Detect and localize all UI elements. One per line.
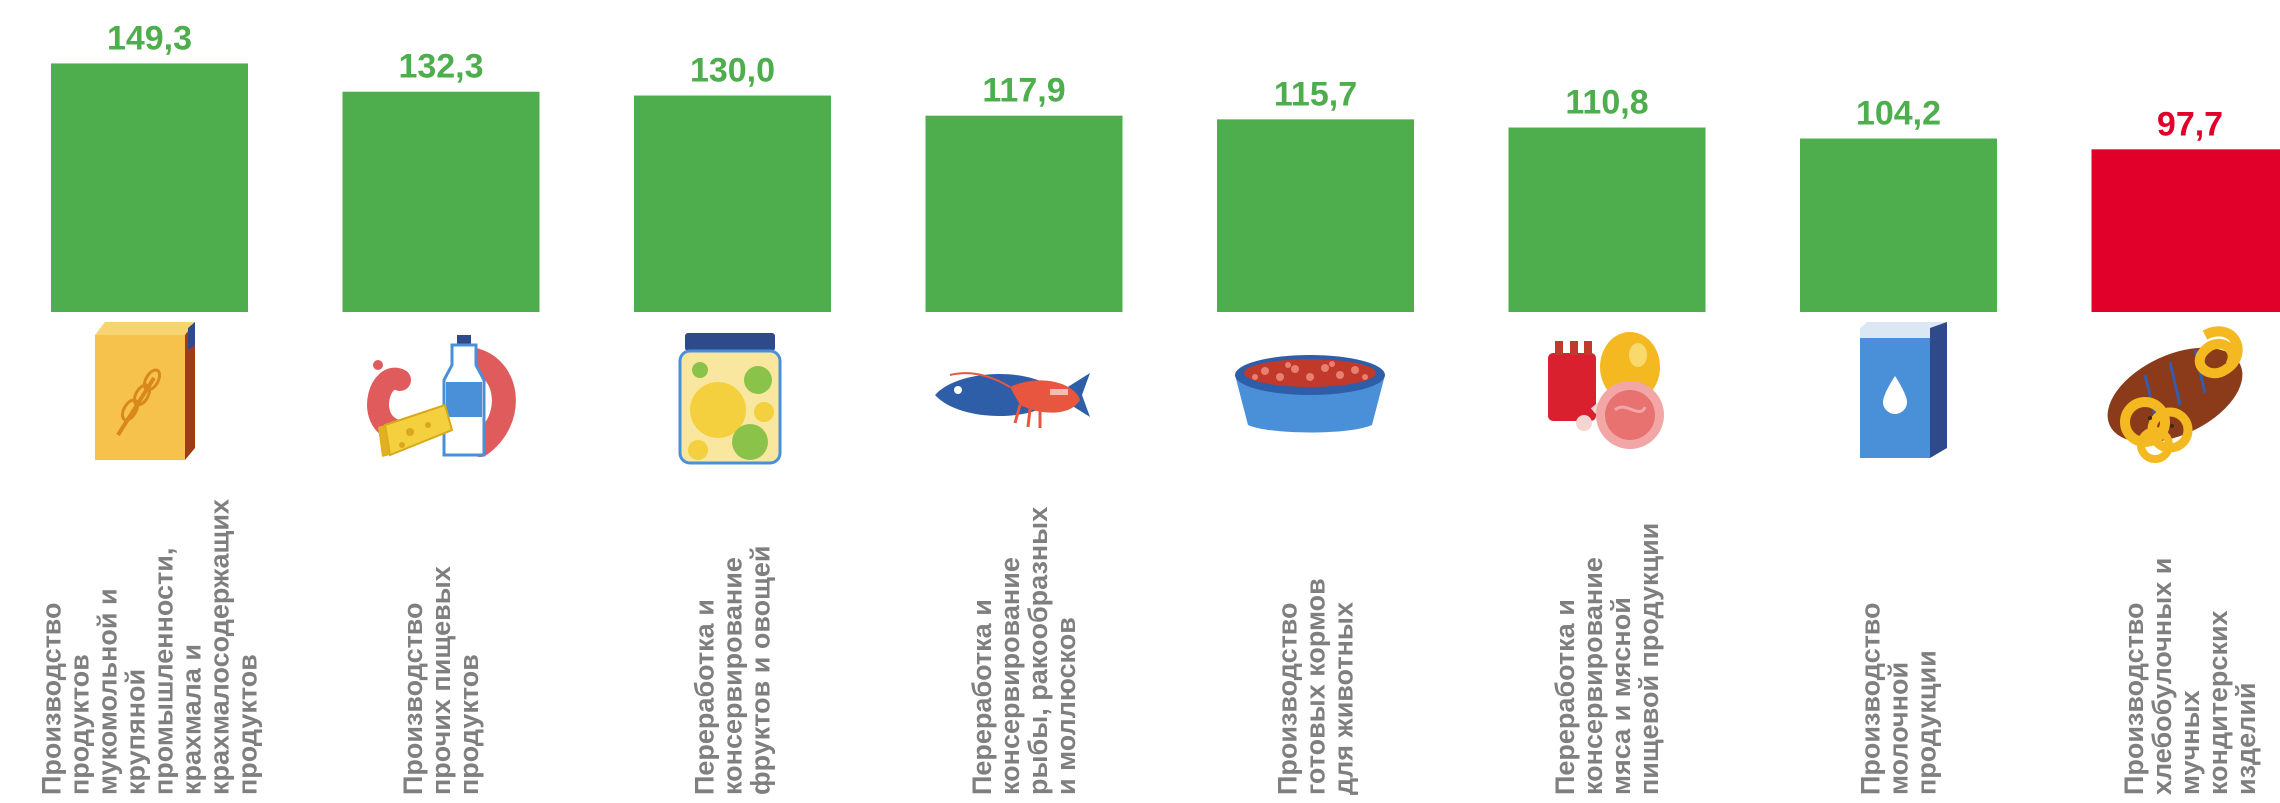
milk-carton-icon (1860, 322, 1947, 458)
category-label-1-line-5: промышленности, (149, 548, 179, 795)
preserve-jar-icon (678, 333, 782, 465)
value-label-1: 149,3 (107, 19, 192, 57)
category-label-1-line-6: крахмала и (177, 644, 207, 795)
bar-2 (342, 91, 540, 313)
cheese-milk-sausage-icon (367, 335, 516, 457)
bar-7 (1800, 138, 1997, 312)
bar-1 (51, 63, 248, 313)
category-label-1-line-4: крупяной (121, 669, 151, 795)
category-label-4-line-4: и моллюсков (1051, 617, 1081, 795)
category-label-7-line-1: Производство (1856, 602, 1886, 795)
flour-box-icon (95, 322, 195, 460)
value-label-2: 132,3 (398, 48, 483, 86)
value-label-7: 104,2 (1856, 95, 1941, 133)
bar-4 (925, 115, 1123, 312)
category-label-5-line-1: Производство (1273, 602, 1303, 795)
category-label-6-line-2: консервирование (1578, 557, 1608, 795)
category-label-1-line-2: продуктов (65, 654, 95, 795)
category-label-1-line-1: Производство (37, 602, 67, 795)
category-label-4-line-2: консервирование (995, 557, 1025, 795)
category-label-2-line-2: прочих пищевых (426, 566, 456, 795)
bars-group (51, 63, 2280, 313)
value-label-4: 117,9 (982, 72, 1065, 110)
category-label-7-line-2: молочной (1884, 662, 1914, 795)
meat-icon (1548, 332, 1664, 449)
category-label-3-line-1: Переработка и (690, 599, 720, 795)
category-label-6-line-3: мяса и мясной (1606, 597, 1636, 795)
category-label-5-line-2: готовых кормов (1301, 578, 1331, 795)
value-label-8: 97,7 (2157, 105, 2223, 143)
category-label-5-line-3: для животных (1329, 602, 1359, 795)
category-label-1-line-7: крахмалосодержащих (205, 499, 235, 795)
fish-shrimp-icon (935, 372, 1090, 428)
bar-5 (1217, 119, 1414, 312)
category-label-8-line-1: Производство (2119, 602, 2149, 795)
value-labels-group: 149,3 132,3 130,0 117,9 115,7 110,8 104,2 97,7 (107, 19, 2223, 143)
pet-food-bowl-icon (1235, 355, 1385, 433)
value-label-6: 110,8 (1565, 84, 1648, 122)
category-label-6-line-4: пищевой продукции (1634, 523, 1664, 795)
bar-8 (2091, 149, 2280, 312)
category-label-4-line-3: рыбы, ракообразных (1023, 507, 1053, 795)
icons-row (95, 322, 2243, 465)
category-label-6-line-1: Переработка и (1550, 599, 1580, 795)
category-label-4-line-1: Переработка и (967, 599, 997, 795)
category-label-8-line-2: хлебобулочных и (2147, 558, 2177, 795)
bar-3 (634, 95, 831, 312)
category-label-2-line-1: Производство (398, 602, 428, 795)
category-label-3-line-3: фруктов и овощей (746, 546, 776, 795)
category-label-7-line-3: продукции (1912, 650, 1942, 795)
value-label-3: 130,0 (690, 52, 775, 90)
category-label-2-line-3: продуктов (454, 654, 484, 795)
category-label-8-line-5: изделий (2231, 682, 2261, 795)
category-label-1-line-8: продуктов (233, 654, 263, 795)
value-label-5: 115,7 (1274, 75, 1357, 113)
bar-6 (1508, 127, 1706, 312)
category-label-1-line-3: мукомольной и (93, 588, 123, 795)
bread-pretzel-icon (2107, 326, 2243, 463)
category-label-3-line-2: консервирование (718, 557, 748, 795)
category-label-8-line-4: кондитерских (2203, 610, 2233, 795)
category-label-8-line-3: мучных (2175, 690, 2205, 795)
